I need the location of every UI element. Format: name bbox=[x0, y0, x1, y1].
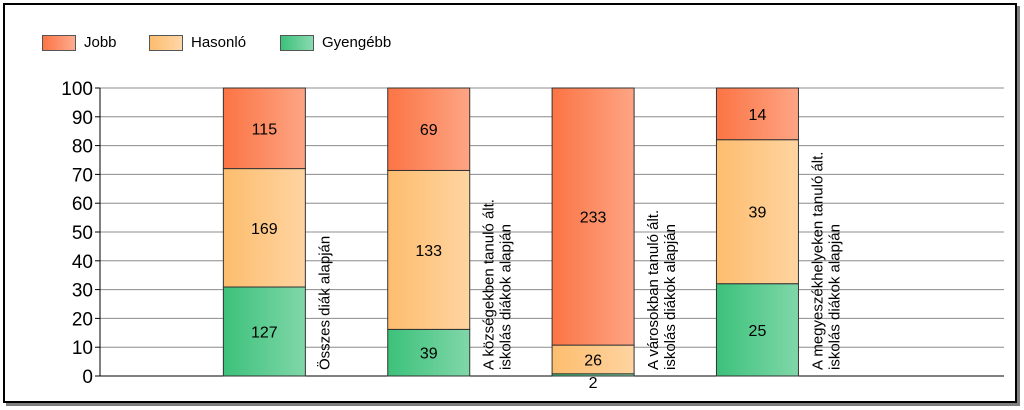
category-label-line: A városokban tanuló ált. bbox=[645, 210, 662, 370]
data-label: 14 bbox=[749, 107, 767, 124]
y-tick-label: 0 bbox=[82, 367, 93, 388]
y-tick-label: 100 bbox=[61, 79, 93, 100]
data-label: 39 bbox=[420, 346, 438, 363]
legend-label: Hasonló bbox=[191, 34, 247, 51]
data-label: 2 bbox=[589, 375, 598, 392]
y-tick-label: 80 bbox=[72, 137, 93, 158]
category-label-line: Összes diák alapján bbox=[315, 236, 333, 370]
legend-swatch bbox=[280, 35, 314, 51]
bar-segment bbox=[551, 344, 635, 375]
y-tick-label: 30 bbox=[72, 281, 93, 302]
y-tick-label: 60 bbox=[72, 194, 93, 215]
legend-label: Gyengébb bbox=[322, 34, 392, 51]
category-label-line: iskolás diákok alapján bbox=[826, 224, 843, 370]
category-label: Összes diák alapján bbox=[315, 236, 333, 370]
category-label-line: iskolás diákok alapján bbox=[498, 224, 515, 370]
bar-segment bbox=[222, 87, 306, 170]
data-label: 133 bbox=[415, 243, 442, 260]
category-label-line: A községekben tanuló ált. bbox=[481, 199, 498, 370]
category-label: A városokban tanuló ált.iskolás diákok a… bbox=[645, 210, 679, 370]
legend-label: Jobb bbox=[84, 34, 117, 51]
category-label-line: iskolás diákok alapján bbox=[662, 224, 679, 370]
category-label: A községekben tanuló ált.iskolás diákok … bbox=[481, 199, 515, 370]
data-label: 127 bbox=[251, 325, 278, 342]
y-tick-label: 20 bbox=[72, 309, 93, 330]
data-label: 25 bbox=[749, 323, 767, 340]
data-label: 39 bbox=[749, 205, 767, 222]
y-tick-label: 70 bbox=[72, 165, 93, 186]
bar-segment bbox=[715, 139, 799, 285]
y-tick-label: 10 bbox=[72, 338, 93, 359]
bar-segment bbox=[715, 87, 799, 141]
category-label: A megyeszékhelyeken tanuló ált.iskolás d… bbox=[809, 152, 843, 370]
data-label: 115 bbox=[252, 121, 278, 138]
y-tick-label: 90 bbox=[72, 108, 93, 129]
data-label: 69 bbox=[420, 122, 438, 139]
bar-segment bbox=[387, 169, 471, 330]
legend-swatch bbox=[149, 35, 183, 51]
bar-segment bbox=[715, 283, 799, 377]
bar-segment bbox=[551, 87, 635, 346]
category-label-line: A megyeszékhelyeken tanuló ált. bbox=[809, 152, 826, 370]
legend-swatch bbox=[42, 35, 76, 51]
bar-segment bbox=[387, 328, 471, 377]
data-label: 26 bbox=[584, 352, 602, 369]
data-label: 233 bbox=[580, 210, 607, 227]
bar-segment bbox=[222, 286, 306, 377]
data-label: 169 bbox=[251, 221, 278, 238]
y-tick-label: 40 bbox=[72, 252, 93, 273]
y-tick-label: 50 bbox=[72, 223, 93, 244]
bar-segment bbox=[387, 87, 471, 171]
